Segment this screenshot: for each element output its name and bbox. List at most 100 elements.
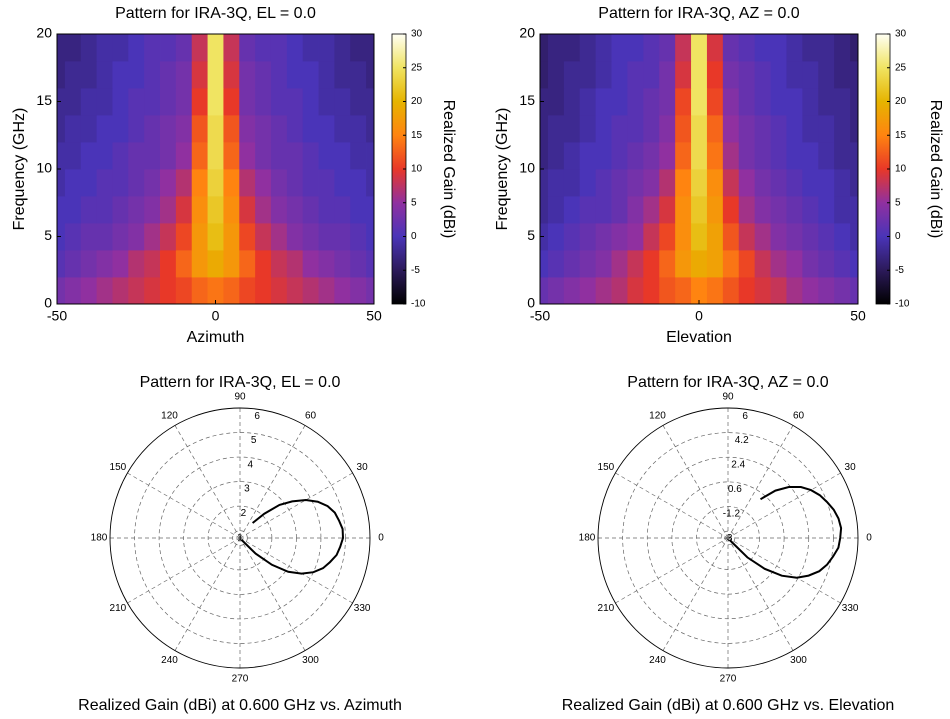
heatmap-cell <box>850 169 858 197</box>
heatmap-cell <box>144 142 161 170</box>
heatmap-cell <box>802 88 819 116</box>
colorbar-label: Realized Gain (dBi) <box>927 100 944 239</box>
heatmap-cell <box>850 115 858 143</box>
heatmap-cell <box>818 169 835 197</box>
heatmap-cell <box>722 223 740 251</box>
heatmap-cell <box>57 169 66 197</box>
heatmap-cell <box>770 277 787 304</box>
heatmap-cell <box>239 169 256 197</box>
heatmap-cell <box>818 115 835 143</box>
heatmap-cell <box>770 169 787 197</box>
heatmap-cell <box>334 34 351 62</box>
heatmap-cell <box>691 169 708 197</box>
angle-tick-label: 180 <box>579 533 596 544</box>
radial-tick-label: 6 <box>254 411 260 422</box>
heatmap-cell <box>366 169 374 197</box>
heatmap-cell <box>270 277 288 304</box>
heatmap-cell <box>643 169 660 197</box>
heatmap-cell <box>675 223 692 251</box>
heatmap-cell <box>334 196 351 224</box>
y-tick-label: 0 <box>527 295 535 311</box>
heatmap-cell <box>754 115 771 143</box>
x-tick-label: 50 <box>850 308 866 324</box>
heatmap-cell <box>64 142 82 170</box>
angle-grid-line <box>727 537 841 604</box>
heatmap-cell <box>563 61 581 89</box>
heatmap-cell <box>302 61 319 89</box>
heatmap-cell <box>223 142 240 170</box>
colorbar-tick-label: -10 <box>895 299 910 310</box>
heatmap-cell <box>675 61 692 89</box>
heatmap-cell <box>366 142 374 170</box>
heatmap-cell <box>850 34 858 62</box>
heatmap-cell <box>255 196 272 224</box>
heatmap-cell <box>64 61 82 89</box>
heatmap-cell <box>595 61 612 89</box>
heatmap-cell <box>112 223 129 251</box>
heatmap-cell <box>770 61 787 89</box>
heatmap-cell <box>239 115 256 143</box>
heatmap-cell <box>579 277 597 304</box>
radial-grid-ring <box>207 505 273 571</box>
colorbar-tick-label: -5 <box>411 265 420 276</box>
y-tick-label: 20 <box>519 25 535 41</box>
heatmap-cell <box>818 250 835 278</box>
heatmap-cell <box>540 250 549 278</box>
heatmap-cell <box>563 88 581 116</box>
heatmap-cell <box>786 223 803 251</box>
heatmap-cell <box>191 88 208 116</box>
radial-tick-label: 2 <box>241 508 247 519</box>
heatmap-cell <box>318 196 335 224</box>
heatmap-cell <box>611 61 628 89</box>
heatmap-cell <box>627 196 644 224</box>
heatmap-cell <box>547 250 565 278</box>
heatmap-cell <box>627 277 644 304</box>
angle-tick-label: 270 <box>720 674 737 685</box>
radial-grid-ring <box>696 506 760 570</box>
radial-grid-ring <box>622 432 834 644</box>
heatmap-cell <box>207 142 224 170</box>
heatmap-cell <box>223 61 240 89</box>
heatmap-cell <box>770 250 787 278</box>
angle-tick-label: 30 <box>357 462 369 473</box>
heatmap-cell <box>270 169 288 197</box>
heatmap-cell <box>207 196 224 224</box>
heatmap-cell <box>579 196 597 224</box>
heatmap-cell <box>595 196 612 224</box>
angle-tick-label: 330 <box>842 603 859 614</box>
angle-grid-line <box>127 472 241 539</box>
heatmap-cell <box>350 88 367 116</box>
heatmap-cell <box>255 88 272 116</box>
heatmap-cell <box>659 34 676 62</box>
colorbar-tick-label: 5 <box>411 197 417 208</box>
heatmap-cell <box>160 169 177 197</box>
heatmap-cell <box>691 34 708 62</box>
heatmap-cell <box>175 169 193 197</box>
radial-tick-label: 0.6 <box>728 484 742 495</box>
heatmap-cell <box>57 115 66 143</box>
heatmap-cell <box>270 61 288 89</box>
heatmap-cell <box>659 277 676 304</box>
heatmap-cell <box>302 223 319 251</box>
heatmap-cell <box>691 277 708 304</box>
heatmap-cell <box>112 88 129 116</box>
heatmap-cell <box>706 196 724 224</box>
heatmap-cell <box>850 250 858 278</box>
heatmap-cell <box>239 277 256 304</box>
heatmap-cell <box>547 196 565 224</box>
heatmap-cell <box>366 61 374 89</box>
heatmap-cell <box>706 61 724 89</box>
heatmap-cell <box>207 34 224 62</box>
heatmap-cell <box>334 250 351 278</box>
heatmap-cell <box>786 34 803 62</box>
heatmap-cell <box>191 169 208 197</box>
heatmap-cell <box>738 142 756 170</box>
heatmap-cell <box>802 277 819 304</box>
angle-tick-label: 90 <box>722 392 734 403</box>
heatmap-cell <box>738 169 756 197</box>
heatmap-cell <box>547 142 565 170</box>
heatmap-cell <box>112 250 129 278</box>
heatmap-cell <box>318 142 335 170</box>
heatmap-cell <box>334 277 351 304</box>
heatmap-cell <box>802 61 819 89</box>
